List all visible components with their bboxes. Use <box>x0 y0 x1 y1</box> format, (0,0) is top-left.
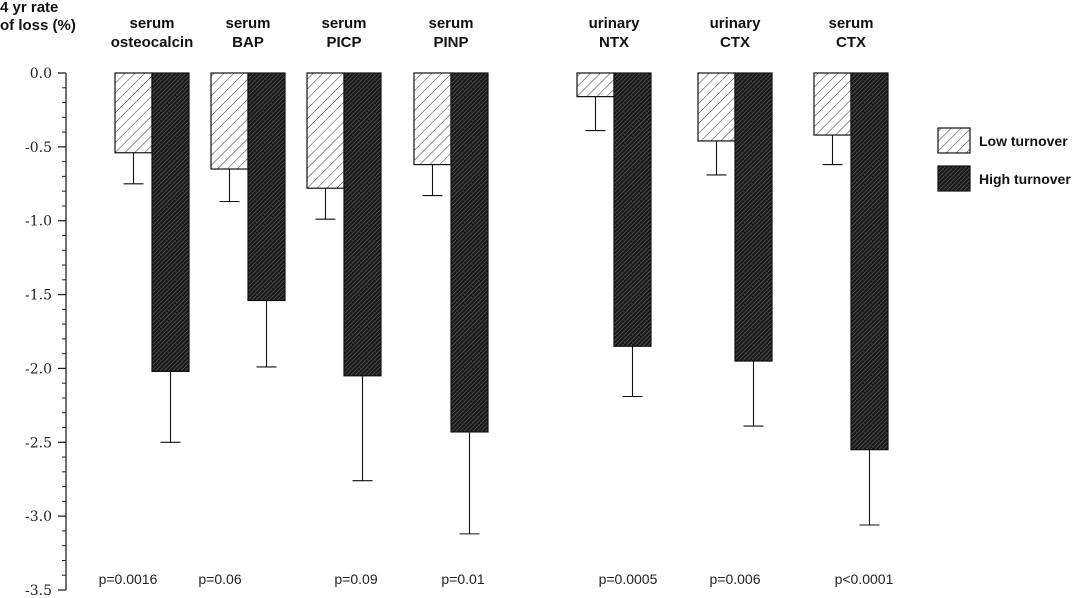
category-label-line-2: NTX <box>599 34 629 51</box>
bar-low-turnover <box>413 72 452 166</box>
category-label-line-1: serum <box>428 15 473 32</box>
category-label-line-1: urinary <box>710 15 762 32</box>
category-label-line-1: serum <box>225 15 270 32</box>
bar-low-turnover <box>306 72 345 189</box>
bar-high-turnover <box>247 72 286 302</box>
y-tick-label: -1.5 <box>25 288 52 304</box>
p-value-label: p=0.01 <box>441 571 484 587</box>
category-label-line-1: serum <box>129 15 174 32</box>
category-label-line-1: urinary <box>589 15 641 32</box>
bar-low-turnover <box>813 72 852 136</box>
bars <box>114 72 889 535</box>
p-value-label: p<0.0001 <box>835 571 894 587</box>
category-label-line-1: serum <box>828 15 873 32</box>
legend-label-high-turnover: High turnover <box>979 171 1071 187</box>
category-label-line-1: serum <box>321 15 366 32</box>
category-label-line-2: CTX <box>720 34 750 51</box>
y-tick-label: -2.0 <box>25 361 52 377</box>
legend-swatch-high-turnover <box>937 165 971 192</box>
category-label-line-2: PICP <box>326 34 361 51</box>
bar-low-turnover <box>114 72 153 154</box>
legend: Low turnover High turnover <box>937 127 1071 192</box>
category-labels: serum osteocalcin serum BAP serum PICP serum PI… <box>111 15 874 51</box>
p-value-label: p=0.0016 <box>99 571 158 587</box>
legend-label-low-turnover: Low turnover <box>979 133 1068 149</box>
bar-high-turnover <box>734 72 773 362</box>
bar-high-turnover <box>850 72 889 451</box>
y-axis-title-line-2: of loss (%) <box>0 17 76 34</box>
bar-low-turnover <box>576 72 615 98</box>
p-value-label: p=0.0005 <box>599 571 658 587</box>
bar-high-turnover <box>151 72 190 372</box>
bar-low-turnover <box>697 72 736 142</box>
p-value-label: p=0.06 <box>198 571 241 587</box>
y-axis-title-line-1: 4 yr rate <box>0 0 58 16</box>
category-label-line-2: BAP <box>232 34 264 51</box>
y-tick-label: -3.5 <box>25 583 52 598</box>
y-tick-label: 0.0 <box>30 66 52 82</box>
p-value-label: p=0.006 <box>710 571 761 587</box>
y-tick-label: -1.0 <box>25 214 52 230</box>
category-label-line-2: CTX <box>836 34 866 51</box>
bar-high-turnover <box>613 72 652 347</box>
y-tick-label: -3.0 <box>25 509 52 525</box>
category-label-line-2: PINP <box>433 34 468 51</box>
p-value-labels: p=0.0016 p=0.06 p=0.09 p=0.01 p=0.0005 p=0.00… <box>99 571 894 587</box>
y-axis: 0.0 -0.5 -1.0 -1.5 -2.0 -2.5 -3.0 -3.5 <box>25 66 67 598</box>
bar-low-turnover <box>210 72 249 170</box>
y-tick-label: -2.5 <box>25 435 52 451</box>
p-value-label: p=0.09 <box>334 571 377 587</box>
y-axis-title: 4 yr rate of loss (%) <box>0 0 76 34</box>
category-label-line-2: osteocalcin <box>111 34 194 51</box>
y-tick-label: -0.5 <box>25 140 52 156</box>
bar-high-turnover <box>450 72 489 433</box>
legend-swatch-low-turnover <box>937 127 971 154</box>
bar-high-turnover <box>343 72 382 377</box>
